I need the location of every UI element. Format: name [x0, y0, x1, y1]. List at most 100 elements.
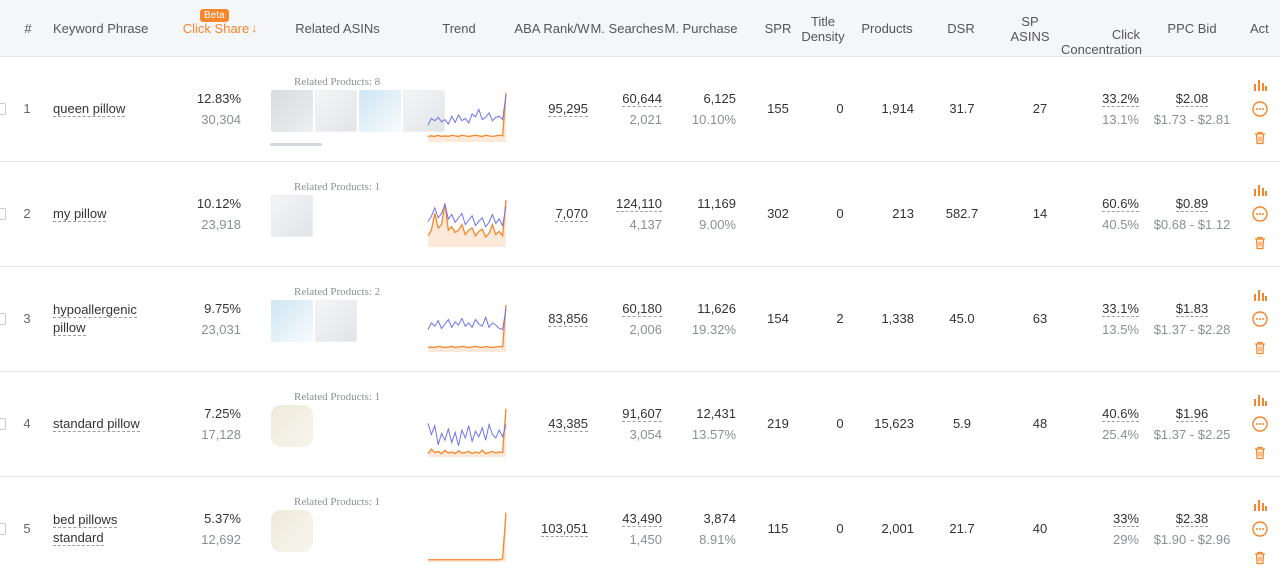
title-density: 0: [836, 206, 844, 221]
more-options-icon[interactable]: [1252, 101, 1268, 117]
monthly-searches[interactable]: 43,490: [600, 510, 662, 528]
trash-icon[interactable]: [1252, 445, 1268, 461]
col-header-title-density[interactable]: Title Density: [796, 0, 850, 57]
col-header-sp-asins[interactable]: SP ASINS: [1005, 0, 1055, 57]
row-checkbox[interactable]: [0, 313, 6, 325]
click-concentration[interactable]: 33.2%: [1080, 90, 1139, 108]
aba-rank[interactable]: 83,856: [530, 310, 588, 328]
dsr: 21.7: [949, 521, 975, 536]
keyword-phrase[interactable]: bed pillows standard: [53, 511, 163, 547]
product-thumbnail[interactable]: [315, 300, 357, 342]
related-products-label[interactable]: Related Products: 1: [294, 496, 381, 508]
keyword-line1: queen pillow: [53, 101, 126, 117]
monthly-searches[interactable]: 91,607: [600, 405, 662, 423]
related-products-label[interactable]: Related Products: 8: [294, 76, 381, 88]
trash-icon[interactable]: [1252, 235, 1268, 251]
sort-arrow-down-icon: ↓: [251, 21, 258, 35]
aba-rank[interactable]: 95,295: [530, 100, 588, 118]
click-concentration[interactable]: 33.1%: [1080, 300, 1139, 318]
sp-asins: 14: [1032, 206, 1048, 221]
product-thumbnail[interactable]: [403, 90, 445, 132]
table-row[interactable]: 3 hypoallergenic pillow 9.75% 23,031 Rela…: [0, 267, 1280, 372]
bar-chart-icon[interactable]: [1252, 77, 1268, 93]
keyword-phrase[interactable]: queen pillow: [53, 100, 163, 118]
row-checkbox[interactable]: [0, 418, 6, 430]
product-thumbnail[interactable]: [315, 90, 357, 132]
product-thumbnail[interactable]: [271, 195, 313, 237]
trend-chart[interactable]: [427, 84, 507, 144]
product-thumbnail[interactable]: [271, 405, 313, 447]
trend-chart[interactable]: [427, 189, 507, 249]
click-concentration[interactable]: 60.6%: [1080, 195, 1139, 213]
aba-rank[interactable]: 103,051: [530, 520, 588, 538]
trend-purchase-line: [428, 512, 507, 561]
click-concentration-value: 33.2%: [1102, 91, 1139, 107]
col-header-searches[interactable]: M. Searches: [590, 21, 664, 36]
row-checkbox[interactable]: [0, 208, 6, 220]
keyword-phrase[interactable]: hypoallergenic pillow: [53, 301, 163, 337]
monthly-searches[interactable]: 60,644: [600, 90, 662, 108]
aba-rank-value: 95,295: [548, 101, 588, 117]
related-products-label[interactable]: Related Products: 2: [294, 286, 381, 298]
product-thumbnail[interactable]: [271, 300, 313, 342]
related-products-label[interactable]: Related Products: 1: [294, 181, 381, 193]
col-header-purchase[interactable]: M. Purchase: [664, 21, 738, 36]
col-header-dsr[interactable]: DSR: [947, 21, 975, 36]
keyword-phrase[interactable]: standard pillow: [53, 415, 163, 433]
col-header-products[interactable]: Products: [861, 21, 913, 36]
monthly-searches-value: 43,490: [622, 511, 662, 527]
table-row[interactable]: 5 bed pillows standard 5.37% 12,692 Relat…: [0, 477, 1280, 573]
trash-icon[interactable]: [1252, 130, 1268, 146]
products: 213: [892, 206, 914, 221]
bar-chart-icon[interactable]: [1252, 392, 1268, 408]
click-concentration[interactable]: 33%: [1080, 510, 1139, 528]
table-row[interactable]: 1 queen pillow 12.83% 30,304 Related Pro…: [0, 57, 1280, 162]
bar-chart-icon[interactable]: [1252, 287, 1268, 303]
col-header-aba-rank[interactable]: ABA Rank/W: [514, 21, 590, 36]
ppc-bid[interactable]: $0.89: [1148, 195, 1236, 213]
ppc-bid[interactable]: $2.38: [1148, 510, 1236, 528]
more-options-icon[interactable]: [1252, 416, 1268, 432]
col-header-keyword[interactable]: Keyword Phrase: [53, 21, 149, 36]
bar-chart-icon[interactable]: [1252, 497, 1268, 513]
trash-icon[interactable]: [1252, 550, 1268, 566]
more-options-icon[interactable]: [1252, 521, 1268, 537]
bar-chart-icon[interactable]: [1252, 182, 1268, 198]
spr: 302: [767, 206, 789, 221]
ppc-bid[interactable]: $1.83: [1148, 300, 1236, 318]
aba-rank[interactable]: 43,385: [530, 415, 588, 433]
product-thumbnail[interactable]: [271, 90, 313, 132]
products: 2,001: [881, 521, 914, 536]
trend-chart[interactable]: [427, 399, 507, 459]
product-thumbnail[interactable]: [359, 90, 401, 132]
more-options-icon[interactable]: [1252, 206, 1268, 222]
table-row[interactable]: 4 standard pillow 7.25% 17,128 Related P…: [0, 372, 1280, 477]
col-header-click-concentration[interactable]: Click Concentration: [1050, 0, 1142, 57]
click-concentration-sub: 13.1%: [1102, 112, 1139, 127]
col-header-click-share[interactable]: Click Share ↓: [175, 0, 265, 57]
trend-chart[interactable]: [427, 504, 507, 564]
product-thumbnail[interactable]: [271, 510, 313, 552]
keyword-phrase[interactable]: my pillow: [53, 205, 163, 223]
col-header-ppc-bid[interactable]: PPC Bid: [1167, 21, 1217, 36]
ppc-bid[interactable]: $1.96: [1148, 405, 1236, 423]
more-options-icon[interactable]: [1252, 311, 1268, 327]
row-checkbox[interactable]: [0, 103, 6, 115]
monthly-searches[interactable]: 60,180: [600, 300, 662, 318]
table-row[interactable]: 2 my pillow 10.12% 23,918 Related Produc…: [0, 162, 1280, 267]
monthly-searches[interactable]: 124,110: [600, 195, 662, 213]
trend-chart[interactable]: [427, 294, 507, 354]
ppc-bid-value: $2.38: [1175, 511, 1209, 527]
related-products-label[interactable]: Related Products: 1: [294, 391, 381, 403]
row-checkbox[interactable]: [0, 523, 6, 535]
aba-rank[interactable]: 7,070: [530, 205, 588, 223]
trash-icon[interactable]: [1252, 340, 1268, 356]
click-concentration[interactable]: 40.6%: [1080, 405, 1139, 423]
thumbnail-scrollbar[interactable]: [270, 143, 322, 146]
click-share-sub: 23,031: [201, 322, 241, 337]
col-header-title-density-line2: Density: [801, 28, 845, 44]
aba-rank-value: 83,856: [548, 311, 588, 327]
row-index: 1: [23, 101, 31, 116]
ppc-bid[interactable]: $2.08: [1148, 90, 1236, 108]
col-header-spr[interactable]: SPR: [764, 21, 792, 36]
